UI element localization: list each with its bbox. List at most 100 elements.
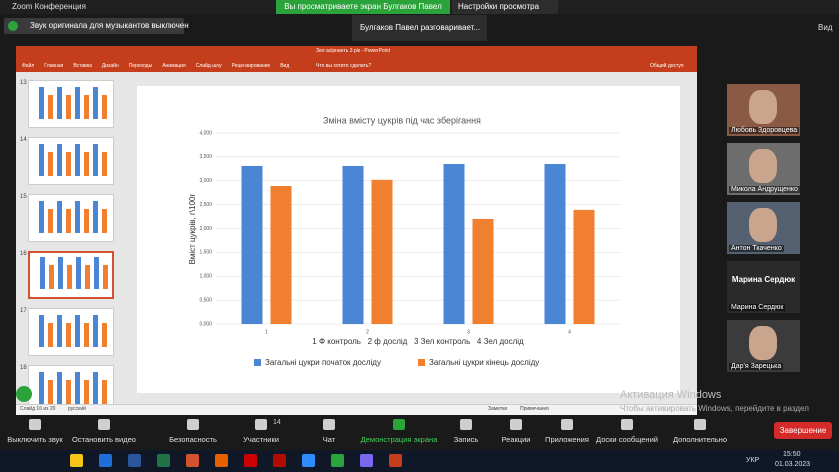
thumbnail-bar bbox=[103, 265, 108, 289]
y-tick-label: 4,000 bbox=[199, 130, 212, 136]
toolbar-button[interactable]: Выключить звук bbox=[7, 435, 63, 444]
window-title: Zoom Конференция bbox=[12, 2, 86, 11]
taskbar-app[interactable] bbox=[157, 454, 170, 467]
participant-video bbox=[749, 149, 777, 183]
view-settings[interactable]: Настройки просмотра bbox=[452, 0, 558, 14]
ribbon-tab[interactable]: Файл bbox=[22, 63, 35, 69]
x-tick-label: 1 bbox=[265, 329, 268, 335]
toolbar-icon[interactable] bbox=[460, 419, 472, 430]
toolbar-button[interactable]: Реакции bbox=[501, 435, 531, 444]
language: русский bbox=[68, 406, 86, 412]
thumbnail-bar bbox=[48, 380, 53, 404]
slide-thumbnail[interactable] bbox=[28, 251, 114, 299]
toolbar-button[interactable]: Остановить видео bbox=[72, 435, 136, 444]
taskbar-app[interactable] bbox=[273, 454, 286, 467]
thumbnail-bar bbox=[58, 257, 63, 289]
thumbnail-bar bbox=[57, 87, 62, 119]
participant-video bbox=[749, 326, 777, 360]
taskbar-app[interactable] bbox=[244, 454, 257, 467]
toolbar-icon[interactable] bbox=[187, 419, 199, 430]
taskbar-app[interactable] bbox=[70, 454, 83, 467]
participants: Любовь Здоровцева Микола Андрущенко Антон … bbox=[727, 84, 800, 379]
taskbar-app[interactable] bbox=[331, 454, 344, 467]
toolbar-icon[interactable] bbox=[621, 419, 633, 430]
participant-tile: Любовь Здоровцева bbox=[727, 84, 800, 136]
toolbar-icon[interactable] bbox=[694, 419, 706, 430]
slide-number: 17 bbox=[20, 308, 27, 314]
comments-button[interactable]: Примечания bbox=[520, 406, 549, 412]
share-button[interactable]: Общий доступ bbox=[650, 63, 684, 69]
toolbar-icon[interactable] bbox=[510, 419, 522, 430]
thumbnail-bar bbox=[66, 209, 71, 233]
thumbnail-bar bbox=[66, 152, 71, 176]
thumbnail-bar bbox=[57, 372, 62, 404]
toolbar-button[interactable]: Демонстрация экрана bbox=[360, 435, 438, 444]
toolbar-button[interactable]: Дополнительно bbox=[673, 435, 727, 444]
thumbnail-bar bbox=[84, 323, 89, 347]
toolbar-button[interactable]: Участники bbox=[243, 435, 279, 444]
toolbar-button[interactable]: Чат bbox=[322, 435, 336, 444]
taskbar-app[interactable] bbox=[99, 454, 112, 467]
thumbnail-bar bbox=[85, 265, 90, 289]
taskbar-app[interactable] bbox=[360, 454, 373, 467]
bar bbox=[241, 165, 263, 324]
share-banner: Вы просматриваете экран Булгаков Павел bbox=[276, 0, 450, 14]
participant-name: Микола Андрущенко bbox=[729, 186, 800, 193]
x-tick-label: 4 bbox=[568, 329, 571, 335]
participant-tile: Антон Ткаченко bbox=[727, 202, 800, 254]
toolbar-icon[interactable] bbox=[29, 419, 41, 430]
view-button[interactable]: Вид bbox=[818, 23, 833, 32]
thumbnail-bar bbox=[102, 152, 107, 176]
annotate-button[interactable] bbox=[16, 386, 32, 402]
slide-number: 15 bbox=[20, 194, 27, 200]
taskbar-app[interactable] bbox=[302, 454, 315, 467]
thumbnail-bar bbox=[39, 87, 44, 119]
slide-thumbnail[interactable] bbox=[28, 137, 114, 185]
ppt-search[interactable]: Что вы хотите сделать? bbox=[316, 63, 372, 69]
notification: Звук оригинала для музыкантов выключен bbox=[4, 18, 189, 34]
taskbar-app[interactable] bbox=[128, 454, 141, 467]
toolbar-icon[interactable] bbox=[98, 419, 110, 430]
ribbon-tab[interactable]: Переходы bbox=[128, 63, 153, 69]
notes-button[interactable]: Заметки bbox=[488, 406, 508, 412]
ribbon-tab[interactable]: Вставка bbox=[73, 63, 92, 69]
ribbon-tab[interactable]: Рецензирование bbox=[231, 63, 271, 69]
ribbon-tab[interactable]: Слайд-шоу bbox=[195, 63, 222, 69]
toolbar-button[interactable]: Запись bbox=[453, 435, 479, 444]
thumbnail-bar bbox=[48, 152, 53, 176]
taskbar-app[interactable] bbox=[389, 454, 402, 467]
taskbar-app[interactable] bbox=[186, 454, 199, 467]
toolbar-button[interactable]: Безопасность bbox=[169, 435, 217, 444]
toolbar-icon[interactable] bbox=[323, 419, 335, 430]
ribbon-tabs: Файл Главная Вставка Дизайн Переходы Анимация… bbox=[22, 63, 289, 69]
speaker-indicator: Булгаков Павел разговаривает... bbox=[352, 15, 487, 41]
category-note: 1 Ф контроль 2 ф дослід 3 Зел контроль 4… bbox=[312, 337, 524, 346]
thumbnail-bar bbox=[48, 95, 53, 119]
legend-label: Загальні цукри кінець досліду bbox=[429, 358, 539, 367]
toolbar-icon[interactable] bbox=[561, 419, 573, 430]
thumbnail-bar bbox=[102, 323, 107, 347]
y-tick-label: 3,000 bbox=[199, 178, 212, 184]
y-tick-label: 2,500 bbox=[199, 202, 212, 208]
toolbar-button[interactable]: Доски сообщений bbox=[596, 435, 658, 444]
ribbon-tab[interactable]: Вид bbox=[280, 63, 290, 69]
ribbon-tab[interactable]: Дизайн bbox=[101, 63, 119, 69]
end-button[interactable]: Завершение bbox=[774, 422, 832, 439]
toolbar-icon[interactable] bbox=[393, 419, 405, 430]
thumbnail-bar bbox=[84, 95, 89, 119]
slide-thumbnail[interactable] bbox=[28, 194, 114, 242]
bar bbox=[573, 209, 595, 324]
toolbar-button[interactable]: Приложения bbox=[545, 435, 589, 444]
y-tick-label: 3,500 bbox=[199, 154, 212, 160]
thumbnail-bar bbox=[84, 152, 89, 176]
toolbar-icon[interactable] bbox=[255, 419, 267, 430]
participants-count: 14 bbox=[273, 419, 281, 426]
slide-thumbnail[interactable] bbox=[28, 308, 114, 356]
taskbar-app[interactable] bbox=[215, 454, 228, 467]
slide-thumbnail[interactable] bbox=[28, 80, 114, 128]
ribbon-tab[interactable]: Главная bbox=[44, 63, 64, 69]
ribbon-tab[interactable]: Анимация bbox=[162, 63, 186, 69]
thumbnail-bar bbox=[93, 87, 98, 119]
thumbnail-bar bbox=[75, 201, 80, 233]
participant-name: Любовь Здоровцева bbox=[729, 127, 800, 134]
